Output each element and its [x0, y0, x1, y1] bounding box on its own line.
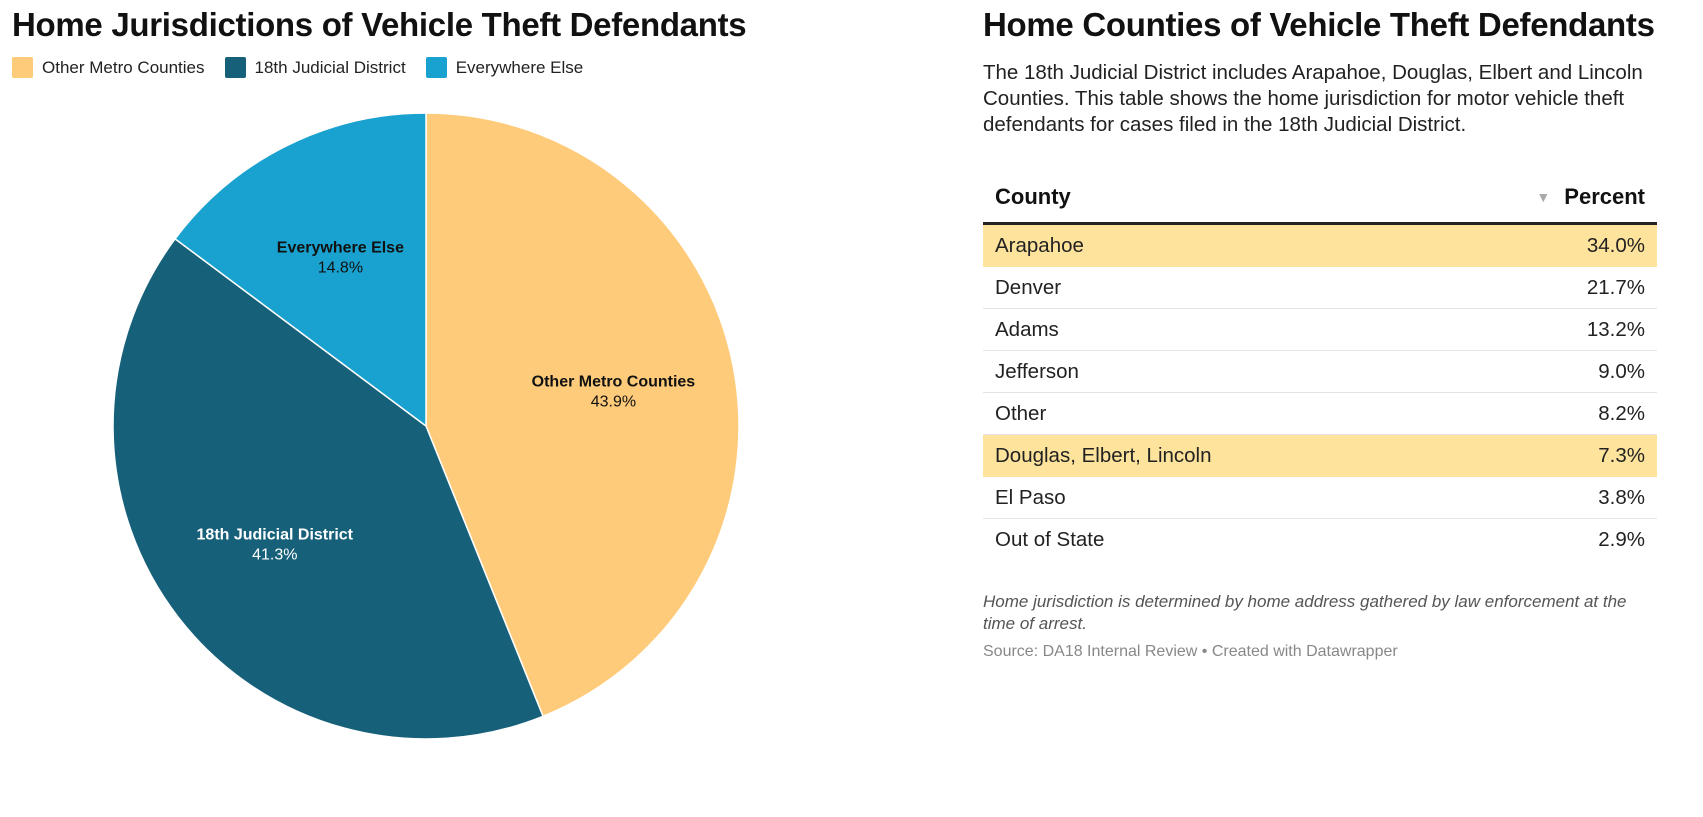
- pie-slice-2[interactable]: [174, 112, 427, 428]
- pie-chart-title: Home Jurisdictions of Vehicle Theft Defe…: [12, 6, 747, 43]
- legend-swatch-0: [12, 57, 33, 78]
- slice-value-0: 43.9%: [591, 394, 636, 411]
- slice-value-1: 41.3%: [252, 547, 297, 564]
- slice-label-1: 18th Judicial District: [197, 527, 354, 544]
- slice-value-2: 14.8%: [318, 259, 363, 276]
- table-row: El Paso 3.8%: [983, 477, 1657, 519]
- percent-cell: 34.0%: [1586, 233, 1645, 257]
- county-table: County ▼ Percent Arapahoe 34.0% Denver 21.7…: [983, 172, 1657, 560]
- county-cell: Jefferson: [995, 359, 1079, 383]
- pie-chart-panel: Home Jurisdictions of Vehicle Theft Defe…: [10, 0, 970, 817]
- sort-down-icon[interactable]: ▼: [1536, 189, 1551, 205]
- county-cell: Denver: [995, 275, 1062, 299]
- legend-swatch-2: [425, 57, 447, 78]
- table-row: Out of State 2.9%: [983, 519, 1657, 560]
- percent-cell: 21.7%: [1586, 275, 1645, 299]
- county-cell: Out of State: [995, 527, 1105, 551]
- legend-swatch-1: [224, 57, 246, 78]
- percent-cell: 7.3%: [1598, 443, 1645, 467]
- county-cell: Adams: [995, 317, 1059, 341]
- table-title: Home Counties of Vehicle Theft Defendant…: [983, 6, 1655, 43]
- column-header-county[interactable]: County: [995, 184, 1071, 209]
- percent-cell: 3.8%: [1598, 485, 1645, 509]
- table-description: The 18th Judicial District includes Arap…: [983, 61, 1643, 136]
- table-header: County ▼ Percent: [983, 172, 1657, 225]
- percent-cell: 13.2%: [1586, 317, 1645, 341]
- pie-slice-0[interactable]: [425, 112, 740, 718]
- percent-cell: 2.9%: [1598, 527, 1645, 551]
- county-cell: Other: [995, 401, 1047, 425]
- pie-slice-1[interactable]: [112, 237, 545, 740]
- pie-chart: Other Metro Counties 43.9% 18th Judicial D…: [112, 112, 740, 740]
- legend-item-0: Other Metro Counties: [12, 57, 205, 78]
- legend-item-2: Everywhere Else: [425, 57, 584, 78]
- source-credit: Source: DA18 Internal Review • Created w…: [983, 643, 1398, 660]
- table-row: Denver 21.7%: [983, 267, 1657, 309]
- pie-legend: Other Metro Counties 18th Judicial Distri…: [12, 57, 603, 78]
- legend-label-0: Other Metro Counties: [42, 57, 205, 77]
- table-row: Jefferson 9.0%: [983, 351, 1657, 393]
- table-note: Home jurisdiction is determined by home …: [983, 592, 1627, 633]
- table-body: Arapahoe 34.0% Denver 21.7% Adams 13.2% Jeffer…: [983, 225, 1657, 560]
- column-header-percent[interactable]: Percent: [1564, 184, 1645, 209]
- table-row: Douglas, Elbert, Lincoln 7.3%: [983, 435, 1657, 477]
- percent-cell: 8.2%: [1598, 401, 1645, 425]
- percent-cell: 9.0%: [1598, 359, 1645, 383]
- table-panel: Home Counties of Vehicle Theft Defendant…: [983, 0, 1673, 817]
- county-cell: Arapahoe: [995, 233, 1084, 257]
- table-row: Arapahoe 34.0%: [983, 225, 1657, 267]
- column-header-percent-wrap[interactable]: ▼ Percent: [1536, 184, 1645, 210]
- legend-label-1: 18th Judicial District: [254, 57, 406, 77]
- table-row: Adams 13.2%: [983, 309, 1657, 351]
- legend-label-2: Everywhere Else: [455, 57, 584, 77]
- county-cell: Douglas, Elbert, Lincoln: [995, 443, 1212, 467]
- legend-item-1: 18th Judicial District: [224, 57, 406, 78]
- table-row: Other 8.2%: [983, 393, 1657, 435]
- county-cell: El Paso: [995, 485, 1066, 509]
- slice-label-2: Everywhere Else: [277, 239, 404, 256]
- slice-label-0: Other Metro Counties: [532, 374, 696, 391]
